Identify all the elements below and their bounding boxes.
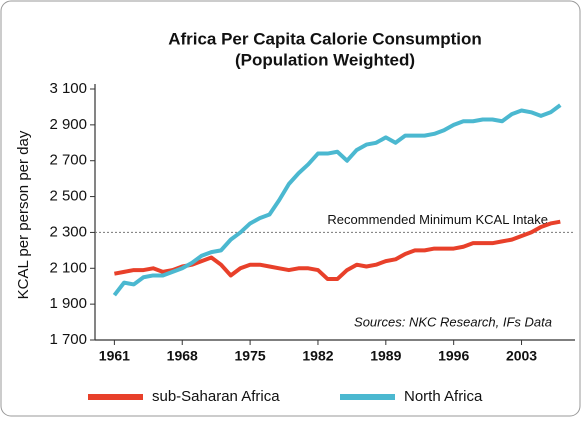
x-tick-label: 1975 [235, 348, 266, 364]
y-tick-label: 1 700 [49, 331, 87, 348]
x-tick-label: 1982 [302, 348, 333, 364]
y-tick-label: 2 100 [49, 259, 87, 276]
x-tick-label: 1989 [370, 348, 401, 364]
y-tick-label: 2 300 [49, 223, 87, 240]
x-tick-label: 1996 [438, 348, 469, 364]
legend-label: sub-Saharan Africa [152, 388, 280, 405]
y-axis-label: KCAL per person per day [15, 130, 32, 299]
chart-title: (Population Weighted) [235, 50, 415, 69]
series-line [112, 103, 562, 297]
x-tick-label: 2003 [506, 348, 537, 364]
x-tick-label: 1968 [167, 348, 198, 364]
x-tick-label: 1961 [99, 348, 130, 364]
annotation: Sources: NKC Research, IFs Data [354, 314, 552, 329]
reference-label: Recommended Minimum KCAL Intake [327, 212, 548, 227]
y-tick-label: 2 500 [49, 188, 87, 205]
legend-label: North Africa [404, 388, 483, 405]
y-tick-label: 2 700 [49, 152, 87, 169]
y-tick-label: 1 900 [49, 295, 87, 312]
chart-title: Africa Per Capita Calorie Consumption [168, 29, 482, 48]
y-tick-label: 2 900 [49, 116, 87, 133]
y-tick-label: 3 100 [49, 80, 87, 97]
